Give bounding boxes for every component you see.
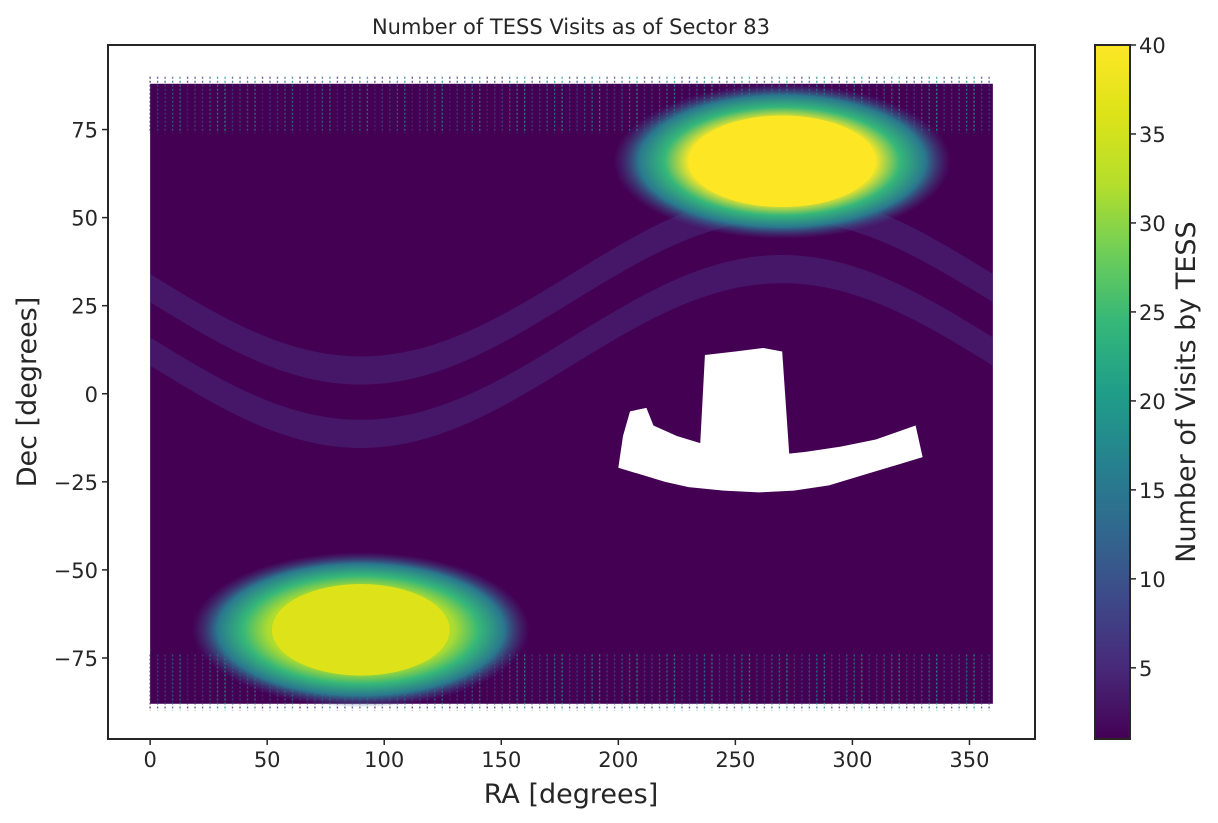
colorbar-tick-label: 35 [1139, 123, 1166, 147]
colorbar-tick-label: 40 [1139, 34, 1166, 58]
colorbar [1094, 44, 1131, 740]
colorbar-tick-label: 5 [1139, 657, 1152, 681]
colorbar-tick-label: 30 [1139, 212, 1166, 236]
y-tick-label: −50 [54, 559, 98, 583]
x-tick-label: 0 [143, 748, 156, 772]
y-tick-label: 0 [85, 383, 98, 407]
sky-coverage [149, 76, 993, 711]
ecliptic-band-upper [150, 191, 993, 385]
colorbar-ticks: 5 10 15 20 25 30 35 40 [1130, 34, 1166, 681]
chart-title: Number of TESS Visits as of Sector 83 [372, 15, 770, 39]
y-tick-label: −25 [54, 471, 98, 495]
x-tick-label: 250 [715, 748, 755, 772]
colorbar-tick-label: 20 [1139, 390, 1166, 414]
y-tick-label: 50 [71, 207, 98, 231]
south-cvz [271, 583, 450, 676]
y-axis-label: Dec [degrees] [12, 297, 43, 488]
x-tick-label: 200 [598, 748, 638, 772]
colorbar-tick-label: 10 [1139, 568, 1166, 592]
y-tick-label: 75 [71, 119, 98, 143]
polar-fringe-dots [149, 76, 990, 711]
unobserved-gap [618, 347, 923, 493]
x-tick-label: 100 [364, 748, 404, 772]
x-tick-label: 50 [254, 748, 281, 772]
x-tick-label: 150 [481, 748, 521, 772]
colorbar-tick-label: 25 [1139, 301, 1166, 325]
ecliptic-band-lower [150, 255, 993, 448]
colorbar-tick-label: 15 [1139, 479, 1166, 503]
x-tick-label: 350 [949, 748, 989, 772]
colorbar-label: Number of Visits by TESS [1171, 221, 1202, 562]
plot-frame [107, 44, 1036, 740]
y-tick-label: −75 [54, 647, 98, 671]
x-tick-label: 300 [832, 748, 872, 772]
north-cvz [688, 115, 876, 208]
x-axis-label: RA [degrees] [484, 779, 658, 810]
y-axis-ticks: −75 −50 −25 0 25 50 75 [54, 119, 108, 671]
x-axis-ticks: 0 50 100 150 200 250 300 350 [143, 739, 990, 772]
plot-area [149, 76, 993, 711]
y-tick-label: 25 [71, 295, 98, 319]
